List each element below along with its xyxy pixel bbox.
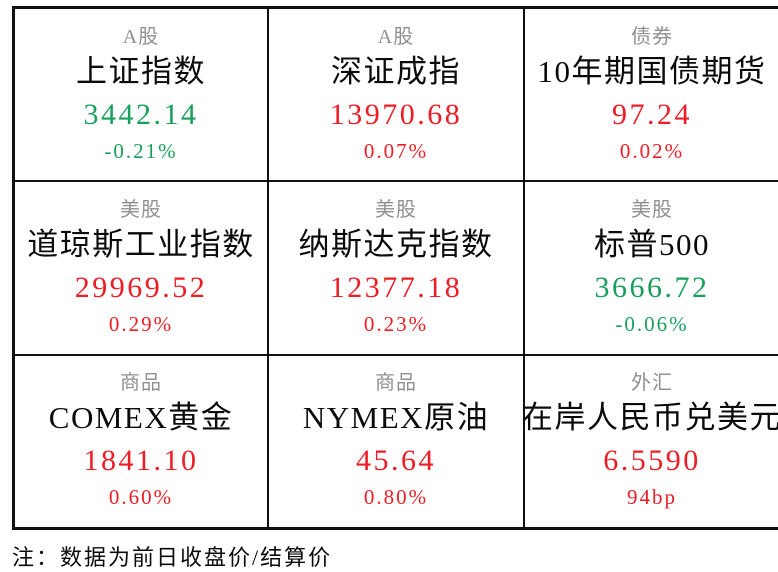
instrument-value: 6.5590 — [603, 440, 701, 482]
instrument-name: NYMEX原油 — [303, 396, 489, 440]
instrument-name: 深证成指 — [331, 50, 461, 94]
instrument-value: 3666.72 — [595, 267, 710, 309]
instrument-name: 标普500 — [594, 223, 710, 267]
quote-cell-nymex-crude-oil[interactable]: 商品 NYMEX原油 45.64 0.80% — [268, 355, 524, 529]
instrument-name: 纳斯达克指数 — [299, 223, 494, 267]
instrument-name: 在岸人民币兑美元 — [522, 396, 778, 440]
instrument-value: 97.24 — [612, 94, 692, 136]
quote-cell-shanghai-composite[interactable]: A股 上证指数 3442.14 -0.21% — [14, 8, 269, 182]
category-label: 债券 — [631, 24, 673, 50]
instrument-value: 29969.52 — [75, 267, 208, 309]
instrument-value: 3442.14 — [84, 94, 199, 136]
instrument-change: 94bp — [627, 482, 677, 512]
cell-content: 美股 道琼斯工业指数 29969.52 0.29% — [15, 184, 267, 352]
instrument-change: 0.29% — [109, 309, 173, 339]
cell-content: A股 上证指数 3442.14 -0.21% — [15, 11, 267, 179]
category-label: A股 — [378, 24, 414, 50]
instrument-value: 12377.18 — [330, 267, 463, 309]
instrument-change: -0.06% — [615, 309, 688, 339]
category-label: 美股 — [120, 197, 162, 223]
cell-content: 债券 10年期国债期货 97.24 0.02% — [525, 11, 778, 179]
category-label: 外汇 — [631, 370, 673, 396]
category-label: A股 — [123, 24, 159, 50]
instrument-value: 45.64 — [356, 440, 436, 482]
footnote-text: 注：数据为前日收盘价/结算价 — [12, 540, 332, 572]
quote-cell-onshore-cny-usd[interactable]: 外汇 在岸人民币兑美元 6.5590 94bp — [524, 355, 778, 529]
cell-content: 美股 标普500 3666.72 -0.06% — [525, 184, 778, 352]
table-body: A股 上证指数 3442.14 -0.21% A股 深证成指 13970.68 … — [14, 8, 778, 529]
quote-cell-dow-jones[interactable]: 美股 道琼斯工业指数 29969.52 0.29% — [14, 181, 269, 354]
category-label: 商品 — [120, 370, 162, 396]
quote-cell-nasdaq[interactable]: 美股 纳斯达克指数 12377.18 0.23% — [268, 181, 524, 354]
cell-content: 外汇 在岸人民币兑美元 6.5590 94bp — [525, 357, 778, 525]
cell-content: 商品 NYMEX原油 45.64 0.80% — [269, 357, 523, 525]
cell-content: 商品 COMEX黄金 1841.10 0.60% — [15, 357, 267, 525]
category-label: 美股 — [631, 197, 673, 223]
instrument-name: 道琼斯工业指数 — [27, 223, 255, 267]
instrument-change: 0.80% — [364, 482, 428, 512]
instrument-name: COMEX黄金 — [49, 396, 233, 440]
category-label: 商品 — [375, 370, 417, 396]
instrument-value: 1841.10 — [84, 440, 199, 482]
table-row: A股 上证指数 3442.14 -0.21% A股 深证成指 13970.68 … — [14, 8, 778, 182]
quote-cell-comex-gold[interactable]: 商品 COMEX黄金 1841.10 0.60% — [14, 355, 269, 529]
instrument-change: 0.60% — [109, 482, 173, 512]
instrument-change: 0.02% — [620, 136, 684, 166]
category-label: 美股 — [375, 197, 417, 223]
instrument-change: 0.23% — [364, 309, 428, 339]
instrument-change: -0.21% — [104, 136, 177, 166]
quote-cell-10y-treasury-futures[interactable]: 债券 10年期国债期货 97.24 0.02% — [524, 8, 778, 182]
market-quote-table: A股 上证指数 3442.14 -0.21% A股 深证成指 13970.68 … — [12, 6, 778, 530]
cell-content: A股 深证成指 13970.68 0.07% — [269, 11, 523, 179]
cell-content: 美股 纳斯达克指数 12377.18 0.23% — [269, 184, 523, 352]
instrument-change: 0.07% — [364, 136, 428, 166]
instrument-value: 13970.68 — [330, 94, 463, 136]
instrument-name: 上证指数 — [76, 50, 206, 94]
table-row: 美股 道琼斯工业指数 29969.52 0.29% 美股 纳斯达克指数 1237… — [14, 181, 778, 354]
table-row: 商品 COMEX黄金 1841.10 0.60% 商品 NYMEX原油 45.6… — [14, 355, 778, 529]
instrument-name: 10年期国债期货 — [538, 50, 767, 94]
quote-cell-sp500[interactable]: 美股 标普500 3666.72 -0.06% — [524, 181, 778, 354]
quote-cell-shenzhen-component[interactable]: A股 深证成指 13970.68 0.07% — [268, 8, 524, 182]
